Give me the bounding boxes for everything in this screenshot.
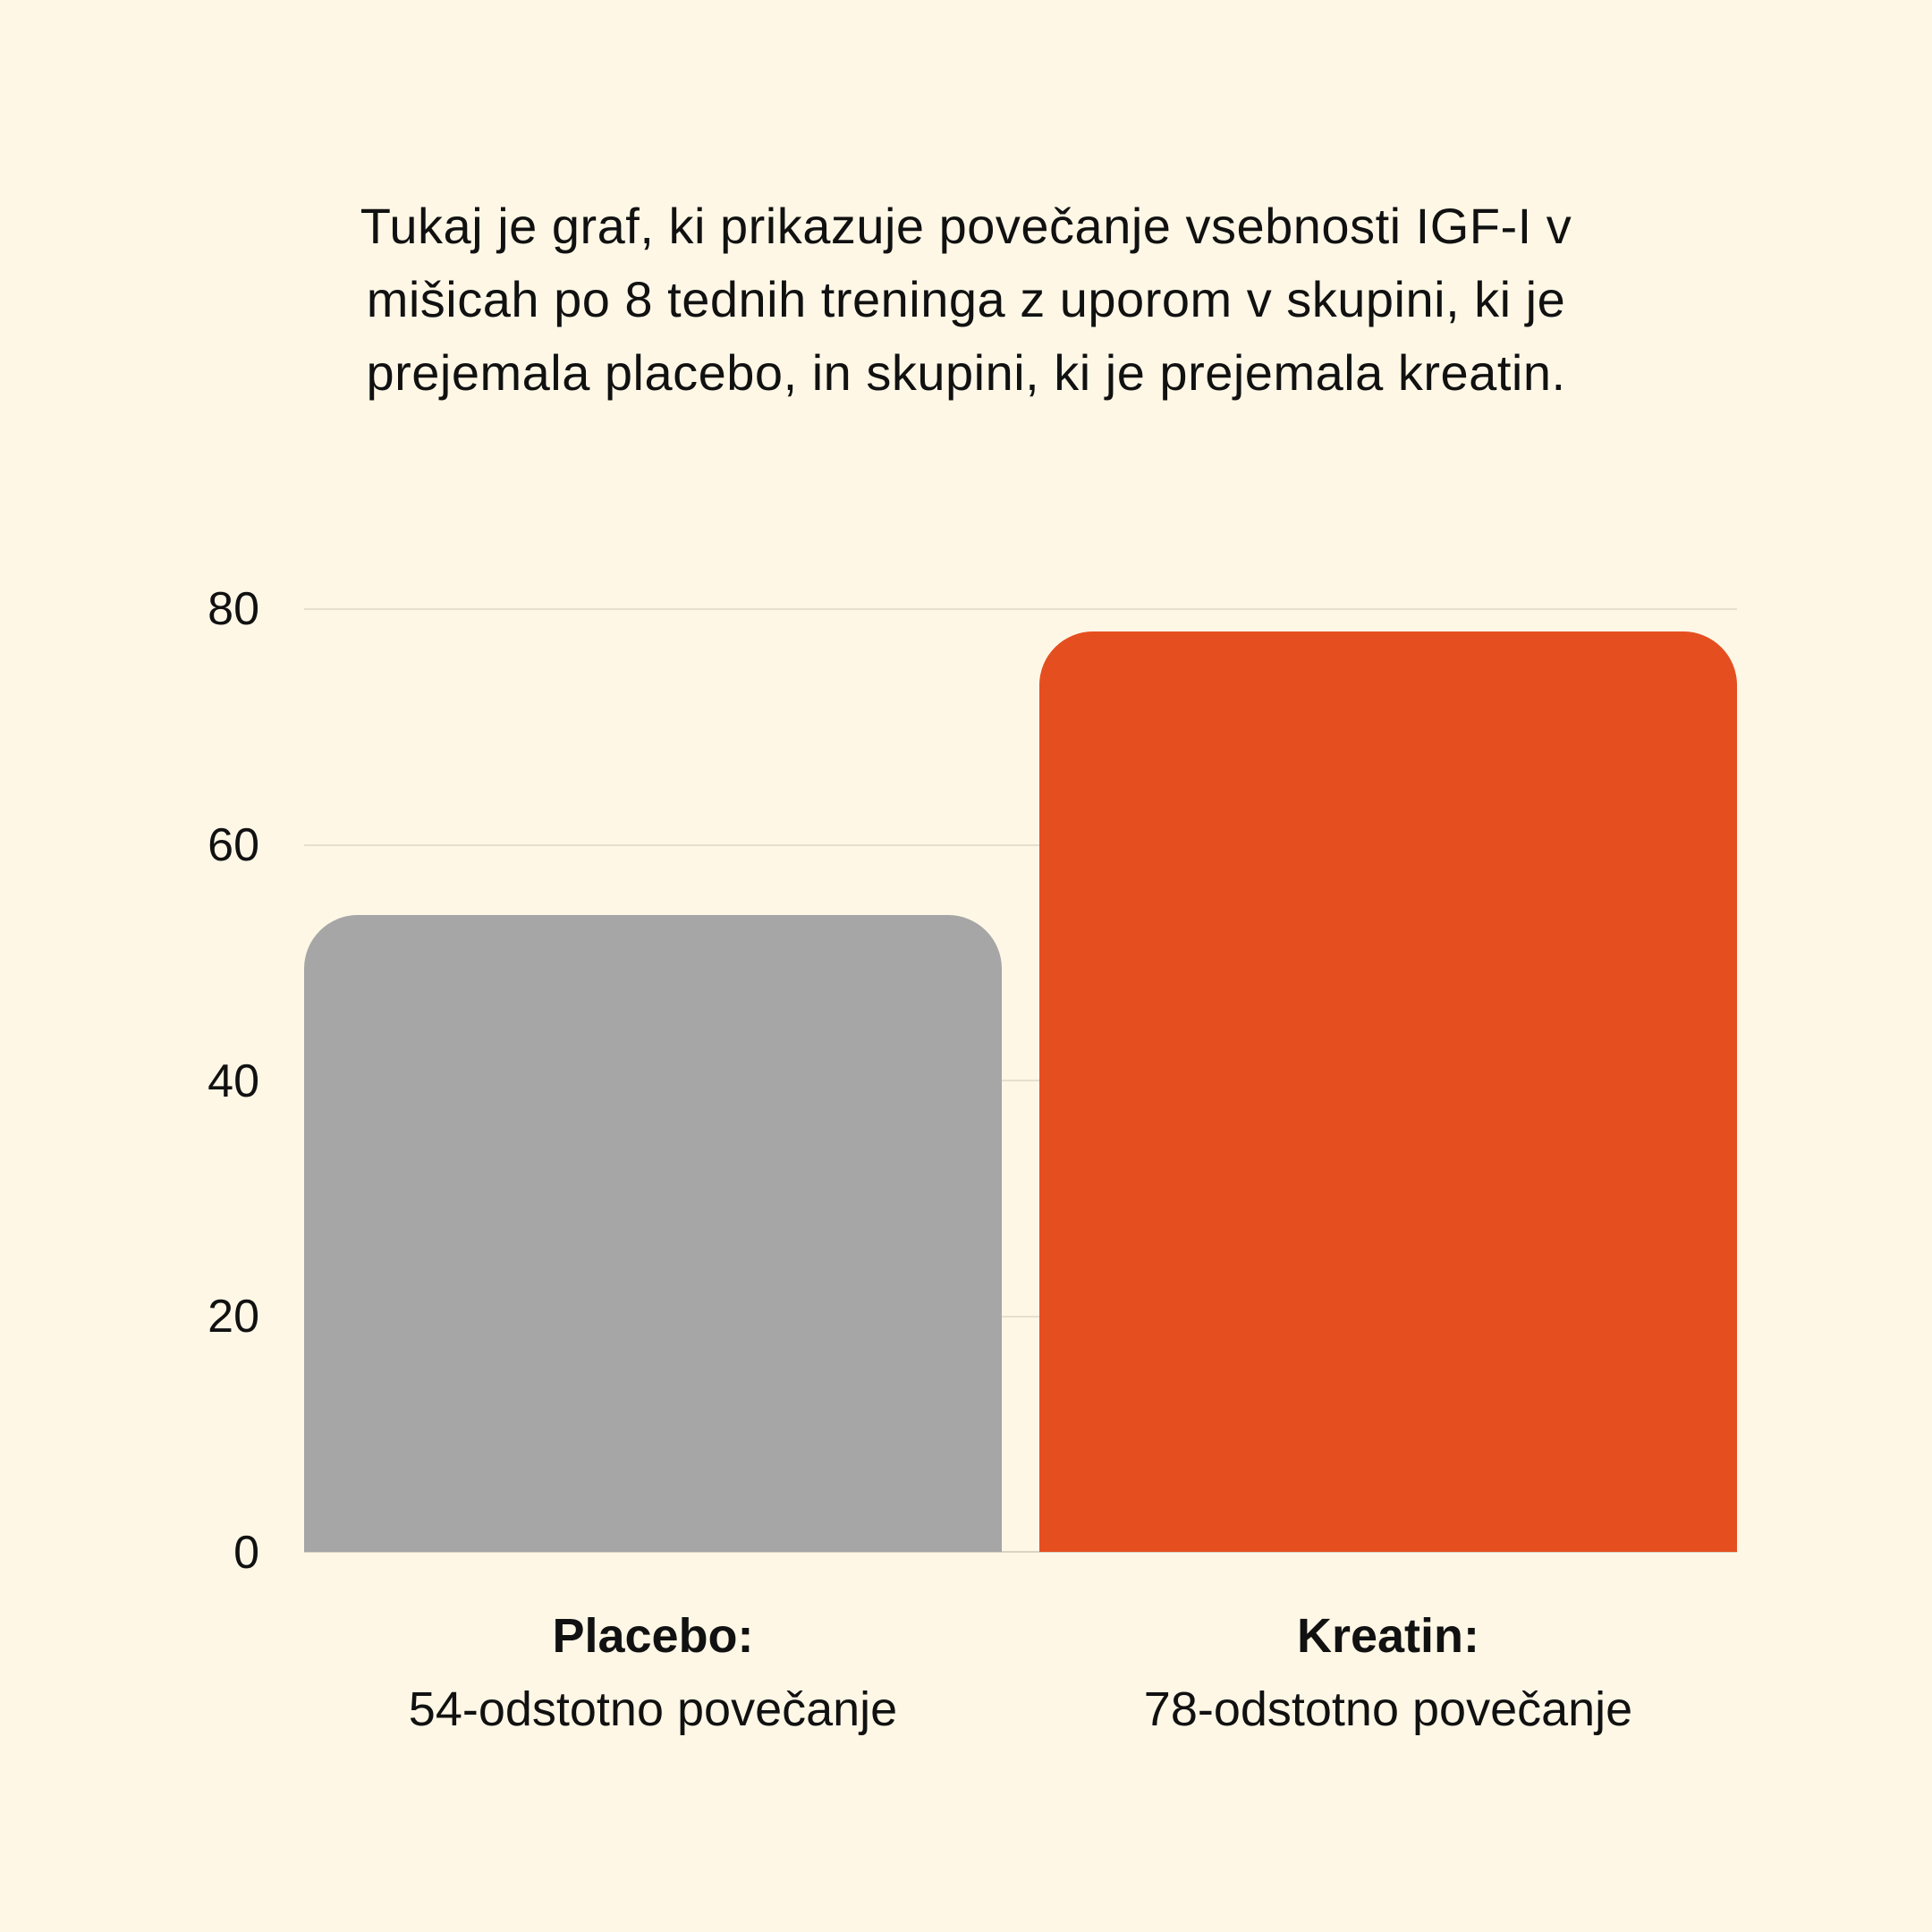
gridline-80 [304, 608, 1737, 610]
x-label-kreatin: Kreatin: 78-odstotno povečanje [1039, 1599, 1737, 1746]
category-value: 78-odstotno povečanje [1143, 1682, 1633, 1736]
x-label-placebo: Placebo: 54-odstotno povečanje [304, 1599, 1002, 1746]
ytick-40: 40 [208, 1055, 259, 1107]
bar-kreatin [1039, 631, 1737, 1552]
ytick-80: 80 [208, 583, 259, 635]
category-name: Placebo: [552, 1609, 754, 1663]
ytick-0: 0 [233, 1527, 259, 1579]
baseline-0 [304, 1551, 1737, 1553]
ytick-20: 20 [208, 1291, 259, 1343]
category-name: Kreatin: [1296, 1609, 1480, 1663]
chart-title: Tukaj je graf, ki prikazuje povečanje vs… [360, 198, 1572, 401]
bar-placebo [304, 915, 1002, 1552]
gridline-40 [304, 1080, 1737, 1081]
category-value: 54-odstotno povečanje [408, 1682, 898, 1736]
gridline-60 [304, 844, 1737, 846]
gridline-20 [304, 1316, 1737, 1318]
plot-area [304, 608, 1737, 1553]
ytick-60: 60 [208, 819, 259, 871]
